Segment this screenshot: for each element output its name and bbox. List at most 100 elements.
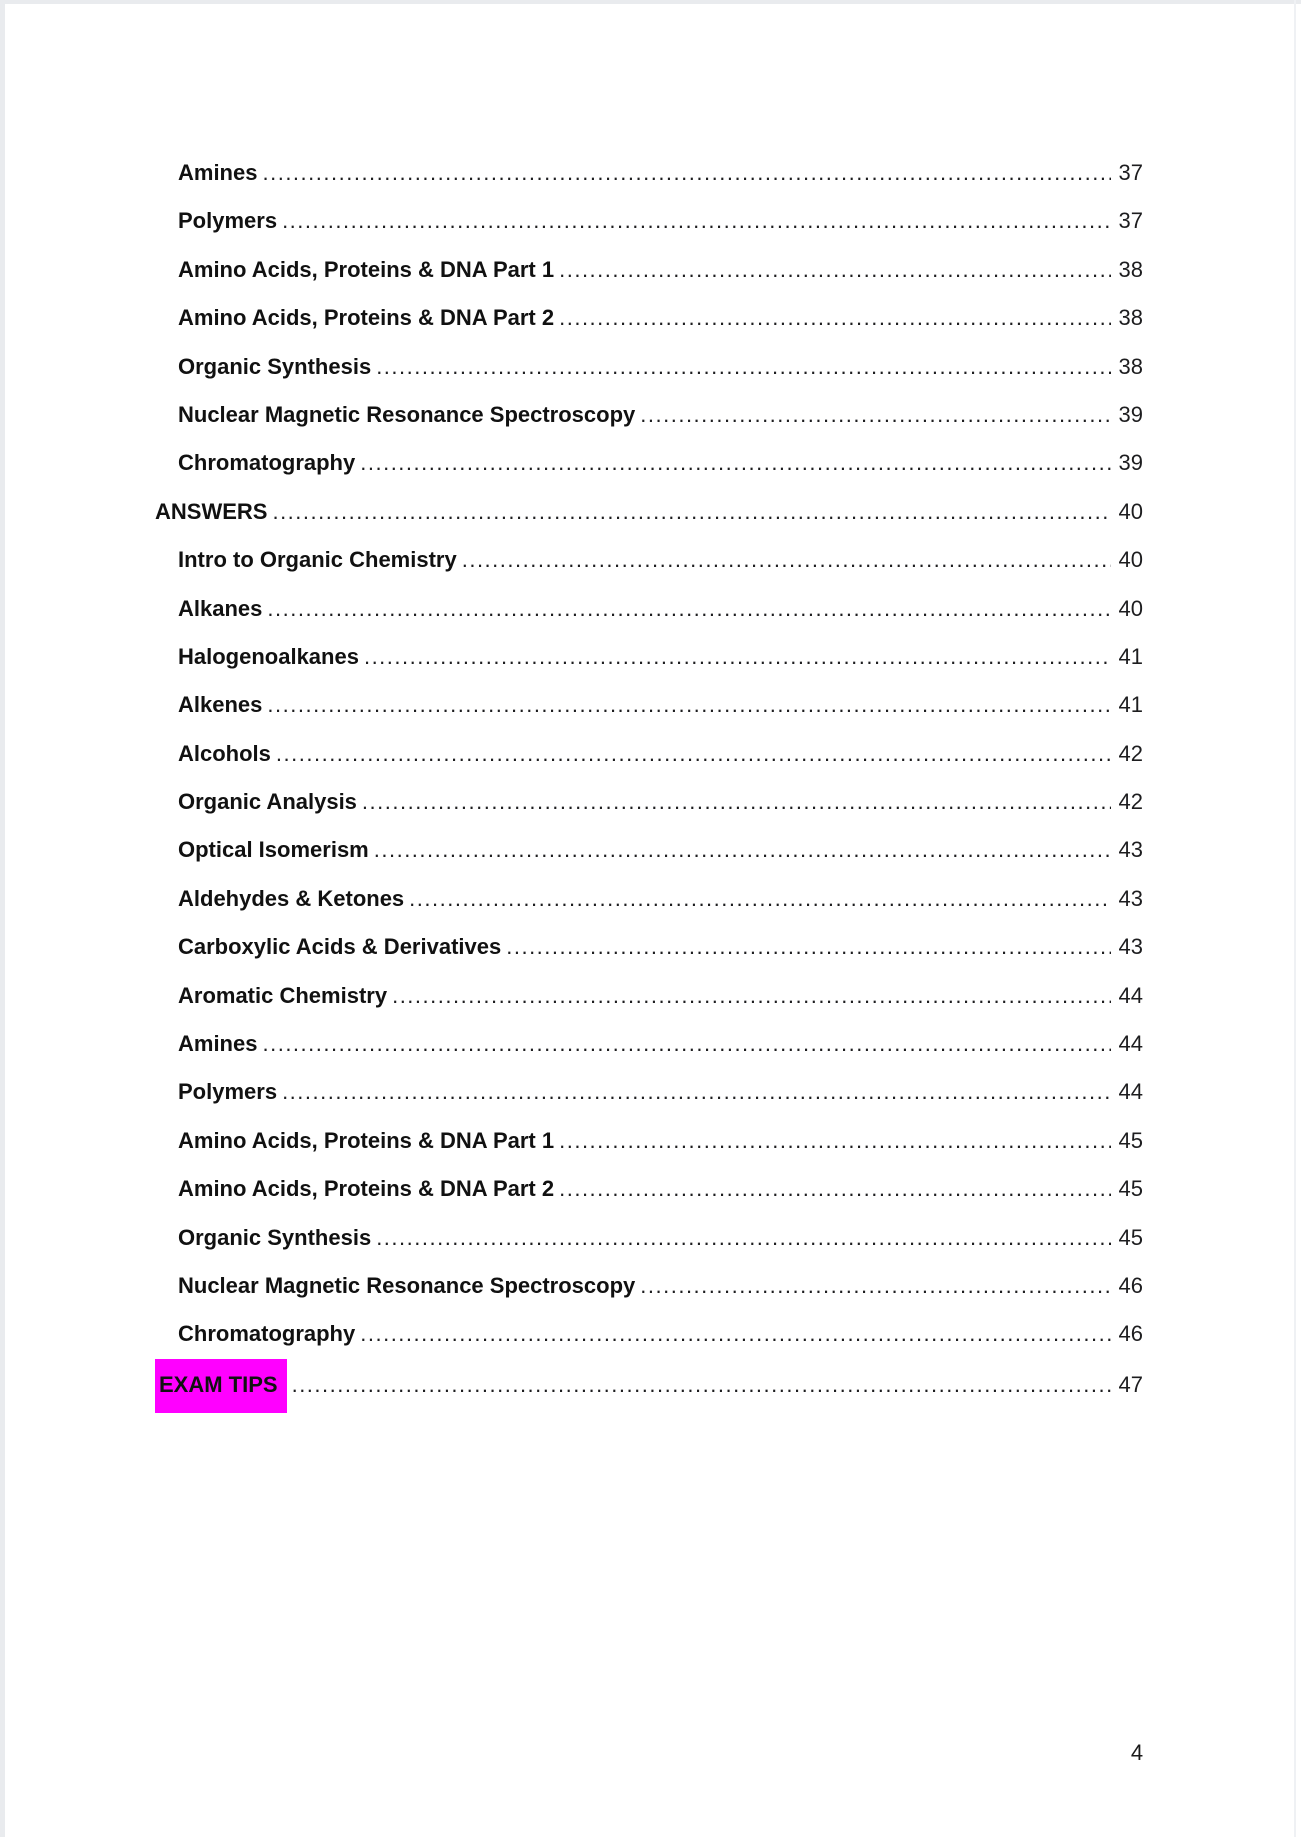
toc-entry-label: Chromatography: [178, 1321, 356, 1347]
toc-page-number: 40: [1118, 595, 1143, 621]
toc-page-number: 38: [1118, 353, 1143, 379]
toc-row[interactable]: EXAM TIPS 47: [155, 1358, 1143, 1414]
toc-dot-leader: [272, 488, 1111, 536]
toc-dot-leader: [392, 972, 1111, 1020]
toc-entry-label: Polymers: [178, 208, 278, 234]
toc-row[interactable]: Halogenoalkanes 41: [155, 633, 1143, 681]
toc-page-number: 39: [1118, 450, 1143, 476]
toc-entry-label: Amino Acids, Proteins & DNA Part 2: [178, 1176, 555, 1202]
toc-row[interactable]: Amines 37: [155, 149, 1143, 197]
toc-row[interactable]: Polymers 37: [155, 197, 1143, 245]
toc-dot-leader: [282, 197, 1111, 245]
toc-dot-leader: [360, 439, 1111, 487]
toc-page-number: 37: [1118, 208, 1143, 234]
toc-dot-leader: [282, 1068, 1111, 1116]
page-edge-left: [0, 0, 5, 1837]
page-edge-top: [0, 0, 1301, 4]
toc-entry-label: Organic Synthesis: [178, 1224, 372, 1250]
toc-row[interactable]: Amino Acids, Proteins & DNA Part 2 38: [155, 294, 1143, 342]
toc-dot-leader: [276, 730, 1111, 778]
toc-dot-leader: [462, 536, 1111, 584]
toc-dot-leader: [374, 826, 1111, 874]
toc-row[interactable]: Polymers 44: [155, 1068, 1143, 1116]
toc-page-number: 43: [1118, 837, 1143, 863]
toc-dot-leader: [409, 875, 1111, 923]
toc-row[interactable]: Carboxylic Acids & Derivatives 43: [155, 923, 1143, 971]
toc-row[interactable]: Optical Isomerism 43: [155, 826, 1143, 874]
toc-dot-leader: [640, 391, 1111, 439]
toc-dot-leader: [262, 149, 1111, 197]
toc-entry-label: Aromatic Chemistry: [178, 982, 388, 1008]
toc-entry-label: Optical Isomerism: [178, 837, 369, 863]
toc-row[interactable]: Aldehydes & Ketones 43: [155, 875, 1143, 923]
toc-entry-label: Amines: [178, 1031, 258, 1057]
page-edge-right: [1294, 0, 1296, 1837]
toc-dot-leader: [292, 1361, 1111, 1409]
toc-page-number: 46: [1118, 1272, 1143, 1298]
toc-dot-leader: [360, 1310, 1111, 1358]
toc-entry-label: Alcohols: [178, 740, 271, 766]
toc-dot-leader: [376, 1214, 1111, 1262]
toc-row[interactable]: ANSWERS 40: [155, 488, 1143, 536]
toc-row[interactable]: Chromatography 39: [155, 439, 1143, 487]
toc-dot-leader: [362, 778, 1111, 826]
toc-page-number: 39: [1118, 401, 1143, 427]
toc-row[interactable]: Amino Acids, Proteins & DNA Part 1 38: [155, 246, 1143, 294]
toc-entry-label: Alkenes: [178, 692, 263, 718]
toc-page-number: 41: [1118, 643, 1143, 669]
toc-page-number: 45: [1118, 1176, 1143, 1202]
toc-page-number: 43: [1118, 934, 1143, 960]
toc-entry-label: Nuclear Magnetic Resonance Spectroscopy: [178, 401, 636, 427]
toc-entry-label: Amino Acids, Proteins & DNA Part 1: [178, 256, 555, 282]
toc-row[interactable]: Amino Acids, Proteins & DNA Part 1 45: [155, 1117, 1143, 1165]
toc-page-number: 40: [1118, 498, 1143, 524]
toc-row[interactable]: Alkenes 41: [155, 681, 1143, 729]
toc-dot-leader: [376, 343, 1111, 391]
toc-row[interactable]: Aromatic Chemistry 44: [155, 972, 1143, 1020]
toc-page-number: 45: [1118, 1224, 1143, 1250]
toc-entry-label: Amino Acids, Proteins & DNA Part 2: [178, 305, 555, 331]
footer-page-number: 4: [1130, 1740, 1144, 1765]
toc-entry-label: Halogenoalkanes: [178, 643, 359, 669]
toc-page-number: 42: [1118, 740, 1143, 766]
toc-page-number: 41: [1118, 692, 1143, 718]
toc-dot-leader: [559, 294, 1111, 342]
table-of-contents: Amines 37 Polymers 37 Amino Acids, Prote…: [155, 149, 1143, 1414]
toc-row[interactable]: Organic Synthesis 45: [155, 1214, 1143, 1262]
toc-row[interactable]: Nuclear Magnetic Resonance Spectroscopy …: [155, 391, 1143, 439]
toc-dot-leader: [267, 585, 1111, 633]
toc-row[interactable]: Organic Synthesis 38: [155, 343, 1143, 391]
toc-row[interactable]: Nuclear Magnetic Resonance Spectroscopy …: [155, 1262, 1143, 1310]
toc-row[interactable]: Amino Acids, Proteins & DNA Part 2 45: [155, 1165, 1143, 1213]
toc-row[interactable]: Organic Analysis 42: [155, 778, 1143, 826]
toc-page-number: 44: [1118, 1079, 1143, 1105]
toc-page-number: 46: [1118, 1321, 1143, 1347]
toc-page-number: 37: [1118, 160, 1143, 185]
toc-entry-label: Organic Analysis: [178, 789, 357, 815]
toc-row[interactable]: Chromatography 46: [155, 1310, 1143, 1358]
toc-page-number: 38: [1118, 305, 1143, 331]
toc-page-number: 44: [1118, 982, 1143, 1008]
toc-row[interactable]: Alcohols 42: [155, 730, 1143, 778]
toc-row[interactable]: Amines 44: [155, 1020, 1143, 1068]
toc-entry-label: Nuclear Magnetic Resonance Spectroscopy: [178, 1272, 636, 1298]
toc-page-number: 47: [1118, 1371, 1143, 1397]
toc-row[interactable]: Intro to Organic Chemistry 40: [155, 536, 1143, 584]
toc-row[interactable]: Alkanes 40: [155, 585, 1143, 633]
toc-dot-leader: [559, 246, 1111, 294]
toc-entry-label: Alkanes: [178, 595, 263, 621]
toc-page-number: 42: [1118, 789, 1143, 815]
toc-entry-label: Organic Synthesis: [178, 353, 372, 379]
toc-entry-label: Carboxylic Acids & Derivatives: [178, 934, 502, 960]
toc-dot-leader: [506, 923, 1111, 971]
toc-entry-label: Amines: [178, 160, 258, 185]
toc-dot-leader: [262, 1020, 1111, 1068]
toc-page-number: 38: [1118, 256, 1143, 282]
toc-dot-leader: [640, 1262, 1111, 1310]
toc-entry-label: Aldehydes & Ketones: [178, 885, 405, 911]
toc-entry-label: Polymers: [178, 1079, 278, 1105]
toc-page-number: 44: [1118, 1031, 1143, 1057]
toc-entry-label: Chromatography: [178, 450, 356, 476]
toc-dot-leader: [559, 1117, 1111, 1165]
